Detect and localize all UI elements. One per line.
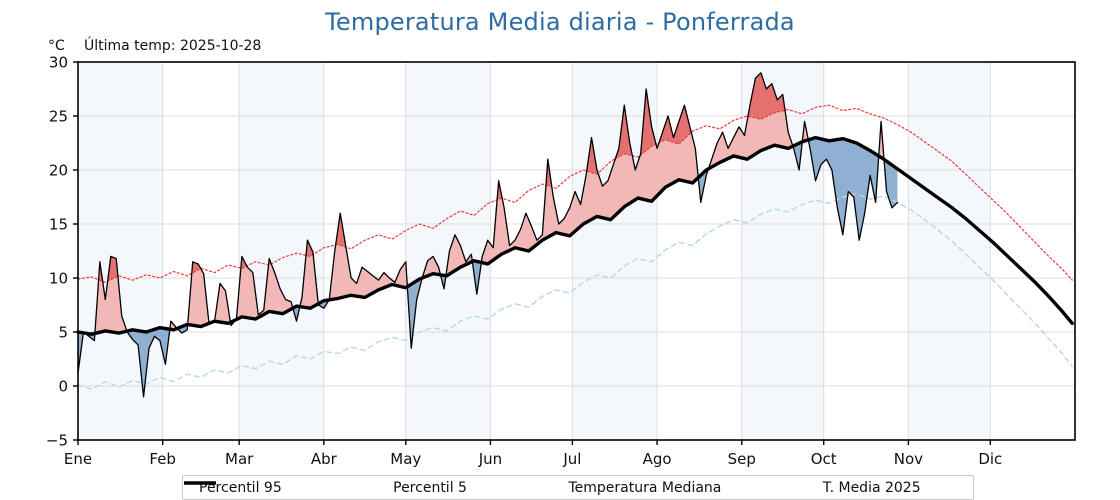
legend-label: T. Media 2025 (822, 479, 921, 496)
chart-title: Temperatura Media diaria - Ponferrada (325, 8, 795, 36)
x-tick-label: Oct (811, 450, 837, 468)
month-band (823, 62, 909, 440)
legend-item-4[interactable]: T. Media 2025 (184, 476, 973, 499)
y-tick-label: 20 (49, 162, 68, 180)
fill-below-median (293, 306, 300, 322)
fill-above-p95 (336, 213, 346, 248)
x-tick-label: Ago (643, 450, 672, 468)
x-tick-label: Nov (894, 450, 923, 468)
legend-label: Temperatura Mediana (568, 479, 722, 496)
x-tick-label: Feb (149, 450, 176, 468)
x-tick-label: Ene (64, 450, 92, 468)
fill-above-p95 (659, 105, 692, 145)
fill-above-p95 (640, 89, 656, 155)
fill-above-median (446, 234, 472, 276)
month-band (908, 62, 991, 440)
fill-below-median (808, 137, 879, 241)
fill-above-median (215, 283, 230, 324)
legend-label: Percentil 95 (199, 479, 282, 496)
x-tick-label: May (390, 450, 421, 468)
legend-item-3[interactable]: Temperatura Mediana (184, 476, 812, 499)
legend-item-2[interactable]: Percentil 5 (184, 476, 558, 499)
fill-above-median (95, 256, 126, 334)
series-percentil-5 (77, 193, 1073, 390)
x-tick-label: Jul (562, 450, 581, 468)
fill-above-p95 (306, 240, 313, 257)
y-tick-label: 0 (58, 378, 68, 396)
fill-below-median (472, 260, 481, 295)
fill-above-median (236, 256, 293, 320)
series-percentil-95 (77, 104, 1073, 283)
y-tick-label: 10 (49, 270, 68, 288)
fill-above-median (188, 261, 208, 327)
x-tick-label: Dic (978, 450, 1002, 468)
legend-swatch (184, 482, 216, 484)
x-tick-label: Jun (478, 450, 502, 468)
month-band (162, 62, 240, 440)
legend-label: Percentil 5 (393, 479, 467, 496)
y-tick-label: 5 (58, 324, 68, 342)
x-tick-label: Mar (225, 450, 254, 468)
y-axis-unit-label: °C (48, 38, 65, 54)
month-band (405, 62, 491, 440)
y-tick-label: 15 (49, 216, 68, 234)
series-temperatura-mediana (76, 135, 1074, 336)
fill-below-median (127, 327, 170, 397)
month-band (78, 62, 163, 440)
x-tick-label: Sep (728, 450, 756, 468)
y-tick-label: 30 (49, 54, 68, 72)
x-tick-label: Abr (311, 450, 338, 468)
y-tick-label: −5 (46, 432, 68, 450)
plot-frame (77, 61, 1076, 441)
chart-legend: Percentil 95 Percentil 5 Temperatura Media… (182, 475, 974, 500)
fill-above-p95 (587, 137, 597, 175)
fill-above-p95 (748, 72, 785, 120)
last-temp-label: Última temp: 2025-10-28 (84, 38, 262, 54)
fill-above-median (329, 213, 408, 300)
month-band (657, 62, 742, 440)
y-tick-label: 25 (49, 108, 68, 126)
